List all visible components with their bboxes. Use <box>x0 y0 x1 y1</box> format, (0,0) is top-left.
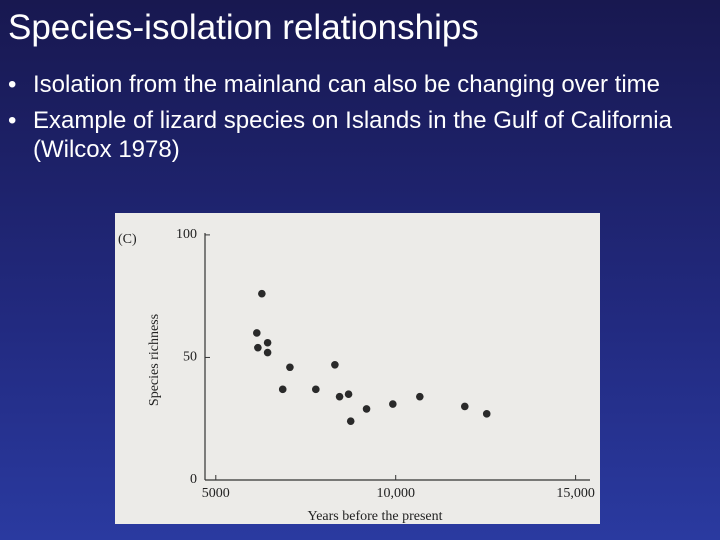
x-tick-label: 5000 <box>202 486 230 501</box>
data-point <box>278 385 287 394</box>
chart: (C) Years before the present Species ric… <box>115 213 600 524</box>
y-tick-label: 50 <box>183 350 197 365</box>
y-tick-label: 100 <box>176 227 197 242</box>
bullet-list: Isolation from the mainland can also be … <box>0 70 680 171</box>
panel-label: (C) <box>118 232 137 247</box>
data-point <box>460 402 469 411</box>
data-point <box>254 343 262 352</box>
data-point <box>331 361 339 369</box>
data-point <box>286 363 294 372</box>
data-point <box>253 329 261 337</box>
slide-title: Species-isolation relationships <box>8 8 479 47</box>
y-tick-label: 0 <box>190 472 197 487</box>
data-point <box>389 400 397 408</box>
y-axis-label: Species richness <box>147 314 162 406</box>
data-point <box>344 390 353 399</box>
data-point <box>312 385 320 394</box>
x-axis-label: Years before the present <box>307 509 442 524</box>
bullet: Example of lizard species on Islands in … <box>0 106 680 164</box>
data-point <box>263 348 272 357</box>
x-tick-label: 10,000 <box>376 486 415 501</box>
data-point <box>416 392 424 401</box>
bullet: Isolation from the mainland can also be … <box>0 70 680 99</box>
data-point <box>335 392 344 401</box>
data-point <box>362 405 371 413</box>
x-tick-label: 15,000 <box>556 486 595 501</box>
data-point <box>346 417 355 425</box>
data-point <box>258 289 266 298</box>
data-point <box>482 410 491 418</box>
data-point <box>263 338 272 347</box>
